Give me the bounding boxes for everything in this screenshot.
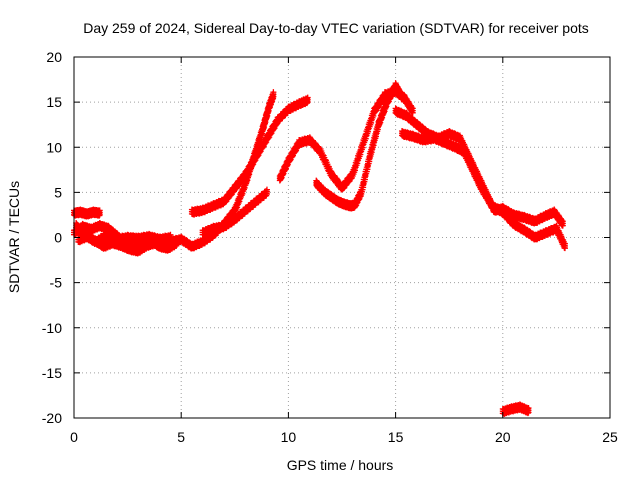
data-point bbox=[362, 135, 369, 142]
data-point bbox=[409, 109, 416, 116]
data-point bbox=[251, 158, 258, 165]
data-point bbox=[359, 144, 366, 151]
series-arc-1 bbox=[71, 206, 103, 220]
series-arc-11 bbox=[399, 127, 568, 252]
data-point bbox=[262, 140, 269, 147]
data-point bbox=[254, 153, 261, 160]
data-point bbox=[399, 96, 406, 103]
series-arc-4 bbox=[75, 230, 159, 257]
data-point bbox=[354, 160, 361, 167]
data-point bbox=[270, 93, 277, 100]
data-point bbox=[286, 157, 293, 164]
data-point bbox=[265, 135, 272, 142]
data-point bbox=[304, 98, 311, 105]
data-point bbox=[292, 148, 299, 155]
data-point bbox=[236, 198, 243, 205]
chart-title: Day 259 of 2024, Sidereal Day-to-day VTE… bbox=[83, 20, 589, 36]
data-point bbox=[352, 167, 359, 174]
data-point bbox=[370, 112, 377, 119]
data-point bbox=[260, 144, 267, 151]
data-point bbox=[273, 121, 280, 128]
data-point bbox=[234, 204, 241, 211]
series-arc-9 bbox=[313, 80, 406, 212]
data-point bbox=[365, 128, 372, 135]
data-series bbox=[71, 80, 568, 417]
series-arc-10 bbox=[392, 105, 566, 229]
data-point bbox=[244, 171, 251, 178]
data-point bbox=[357, 151, 364, 158]
data-point bbox=[239, 190, 246, 197]
data-point bbox=[257, 149, 264, 156]
series-arc-6 bbox=[188, 94, 311, 218]
data-point bbox=[263, 191, 270, 198]
data-point bbox=[246, 167, 253, 174]
data-point bbox=[559, 222, 566, 229]
data-point bbox=[96, 211, 103, 218]
data-point bbox=[241, 184, 248, 191]
data-point bbox=[267, 130, 274, 137]
data-point bbox=[289, 153, 296, 160]
data-point bbox=[368, 119, 375, 126]
data-point bbox=[270, 126, 277, 133]
series-arc-7 bbox=[199, 186, 270, 238]
data-point bbox=[249, 162, 256, 169]
